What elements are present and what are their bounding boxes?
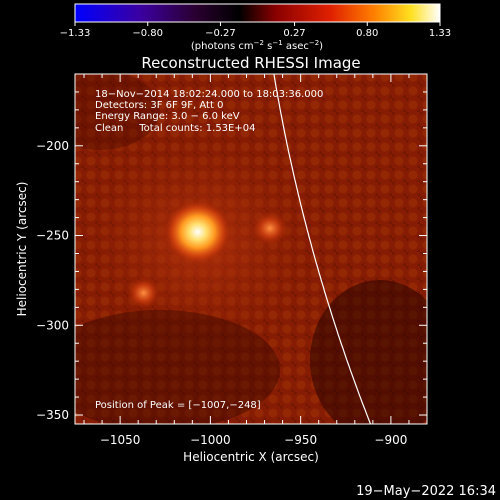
secondary-source (126, 276, 161, 310)
peak-position-label: Position of Peak = [−1007,−248] (95, 400, 261, 411)
x-tick-label: −1000 (190, 433, 231, 447)
colorbar-tick-label: −1.33 (60, 28, 91, 39)
heatmap-image (75, 74, 427, 424)
annotation-energy: Energy Range: 3.0 − 6.0 keV (95, 111, 240, 122)
annotation-clean: Clean Total counts: 1.53E+04 (95, 123, 255, 134)
observation-annotations: 18−Nov−2014 18:02:24.000 to 18:03:36.000… (95, 89, 323, 134)
emission-sources (126, 199, 288, 310)
y-axis-label: Heliocentric Y (arcsec) (15, 182, 29, 317)
peak-source (163, 199, 232, 265)
footer-date: 19−May−2022 16:34 (356, 484, 496, 499)
secondary-source (251, 211, 288, 246)
y-tick-label: −250 (36, 229, 69, 243)
y-tick-label: −350 (36, 408, 69, 422)
colorbar-tick-label: 0.80 (356, 28, 378, 39)
colorbar-tick-label: −0.27 (205, 28, 236, 39)
solar-limb (273, 74, 372, 424)
x-axis-label: Heliocentric X (arcsec) (183, 450, 319, 464)
y-axis-ticks: −200 −250 −300 −350 (36, 73, 427, 422)
x-tick-label: −950 (284, 433, 317, 447)
colorbar (74, 3, 441, 23)
x-tick-label: −900 (374, 433, 407, 447)
colorbar-tick-label: 0.27 (283, 28, 305, 39)
y-tick-label: −300 (36, 318, 69, 332)
x-axis-ticks: −1050 −1000 −950 −900 (83, 74, 428, 447)
colorbar-tick-label: −0.80 (132, 28, 163, 39)
colorbar-tick-label: 1.33 (429, 28, 451, 39)
y-tick-label: −200 (36, 139, 69, 153)
annotation-detectors: Detectors: 3F 6F 9F, Att 0 (95, 100, 223, 111)
annotation-time: 18−Nov−2014 18:02:24.000 to 18:03:36.000 (95, 89, 323, 100)
x-tick-label: −1050 (100, 433, 141, 447)
plot-frame (74, 73, 428, 425)
colorbar-ticks: −1.33 −0.80 −0.27 0.27 0.80 1.33 (60, 22, 451, 39)
chart-title: Reconstructed RHESSI Image (141, 54, 360, 72)
colorbar-label: (photons cm−2 s−1 asec−2) (191, 39, 323, 52)
